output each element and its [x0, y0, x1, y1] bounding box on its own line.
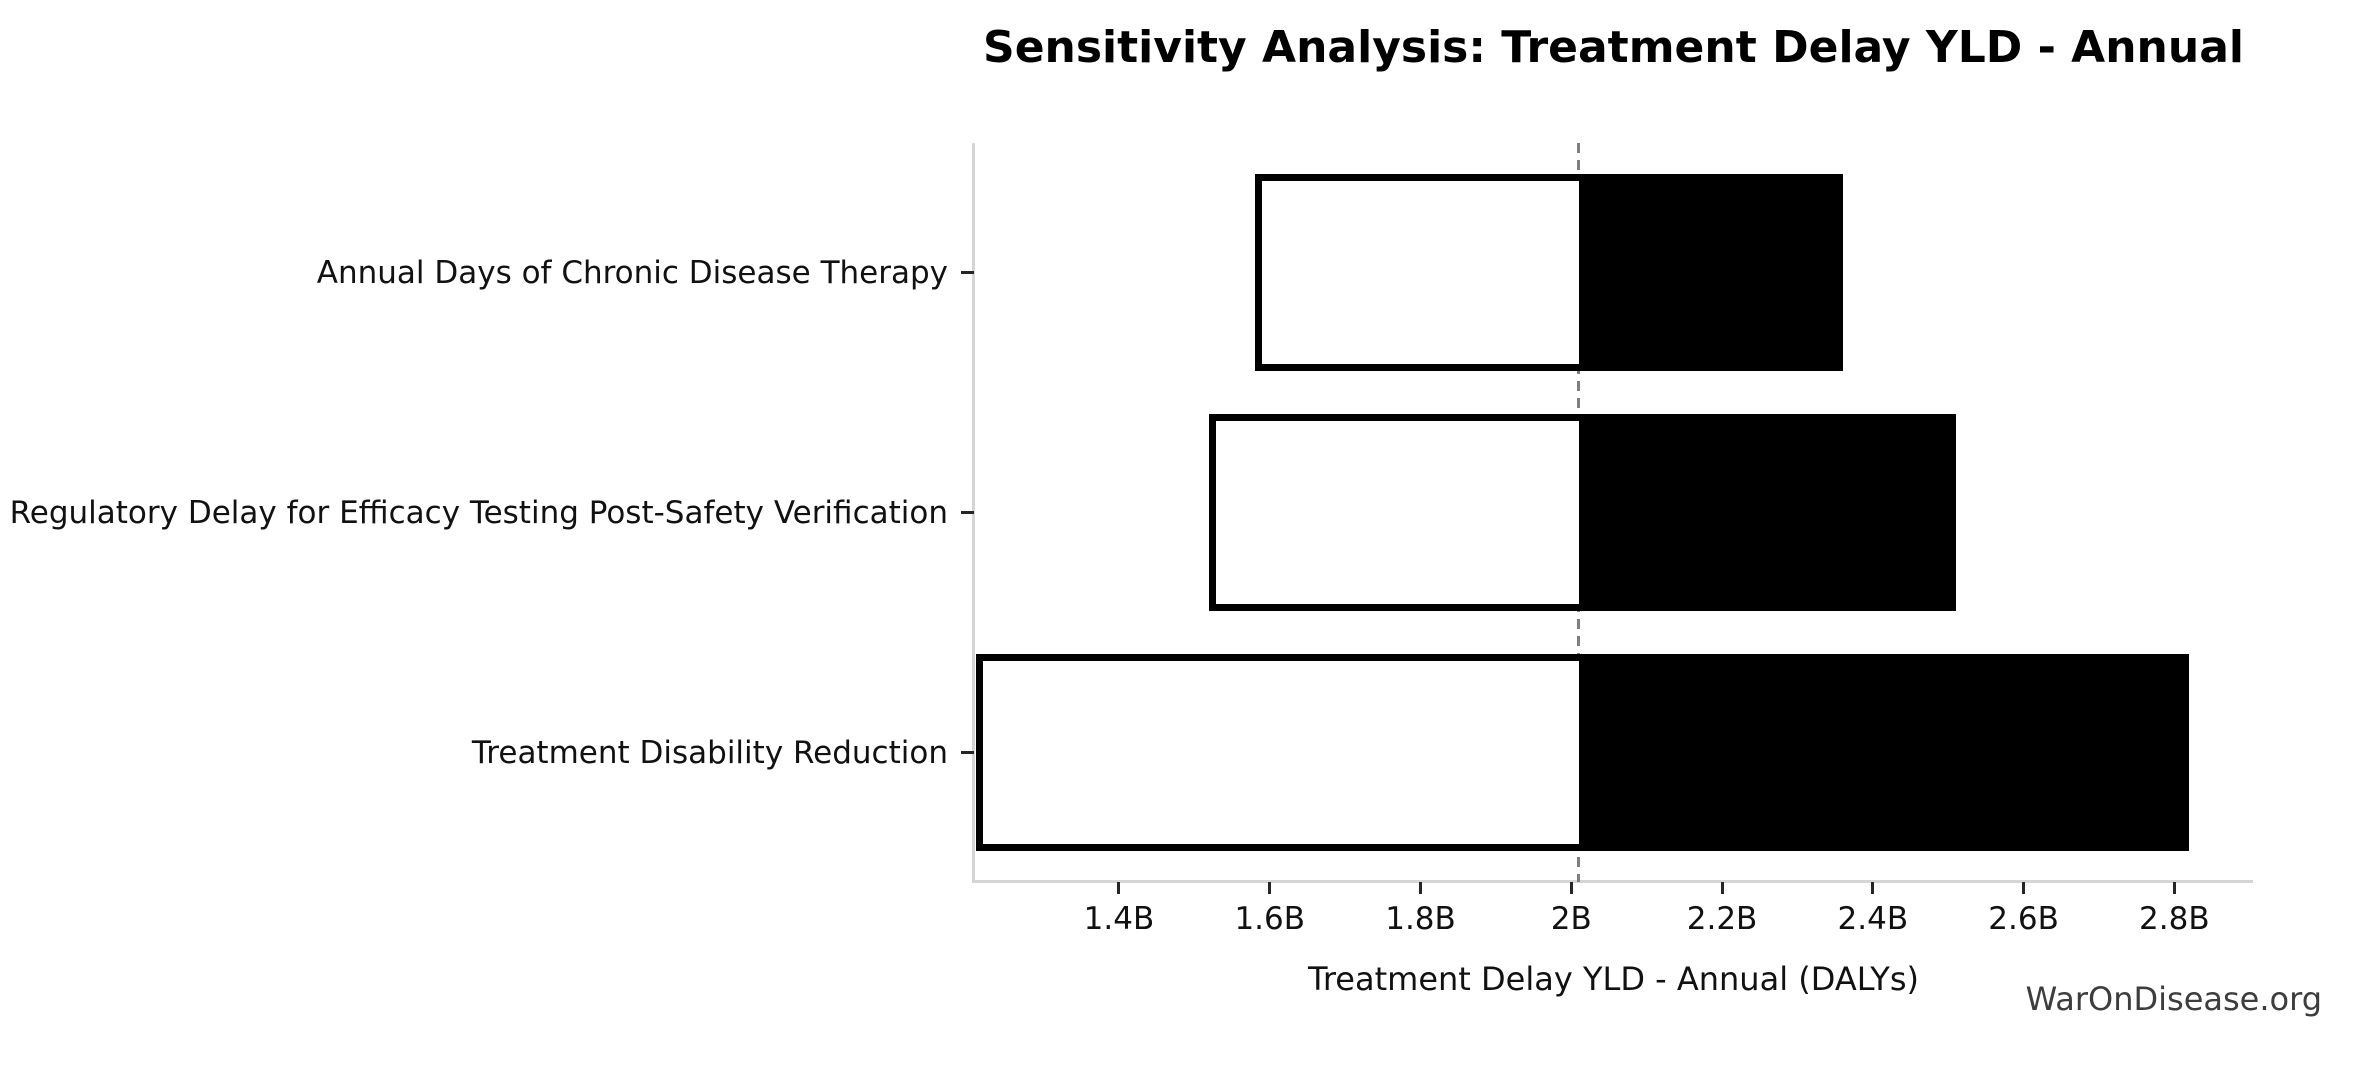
bar-high-segment	[1578, 414, 1956, 611]
x-tick-label: 2.2B	[1686, 901, 1758, 937]
y-tick-label: Treatment Disability Reduction	[471, 734, 948, 771]
x-tick-mark	[2172, 882, 2176, 894]
bar-high-segment	[1578, 654, 2190, 851]
x-tick-label: 1.4B	[1083, 901, 1155, 937]
x-tick-mark	[1720, 882, 1724, 894]
x-tick-label: 1.6B	[1234, 901, 1306, 937]
x-axis-line	[973, 880, 2253, 883]
x-tick-label: 1.8B	[1385, 901, 1456, 937]
x-tick-mark	[1871, 882, 1875, 894]
x-tick-label: 2.6B	[1988, 901, 2059, 937]
y-tick-mark	[961, 511, 974, 514]
x-axis-title: Treatment Delay YLD - Annual (DALYs)	[1308, 960, 1919, 998]
y-tick-mark	[961, 271, 974, 274]
bar-high-segment	[1578, 174, 1843, 371]
y-tick-label: Regulatory Delay for Efficacy Testing Po…	[9, 494, 948, 531]
chart-title: Sensitivity Analysis: Treatment Delay YL…	[983, 22, 2244, 73]
x-tick-label: 2.4B	[1837, 901, 1909, 937]
y-tick-label: Annual Days of Chronic Disease Therapy	[316, 254, 948, 291]
x-tick-label: 2.8B	[2139, 901, 2210, 937]
x-tick-mark	[1419, 882, 1423, 894]
x-tick-mark	[1268, 882, 1272, 894]
x-tick-mark	[1569, 882, 1573, 894]
x-tick-mark	[1117, 882, 1121, 894]
x-tick-mark	[2022, 882, 2026, 894]
watermark: WarOnDisease.org	[2025, 980, 2322, 1018]
y-tick-mark	[961, 751, 974, 754]
x-tick-label: 2B	[1550, 901, 1592, 937]
